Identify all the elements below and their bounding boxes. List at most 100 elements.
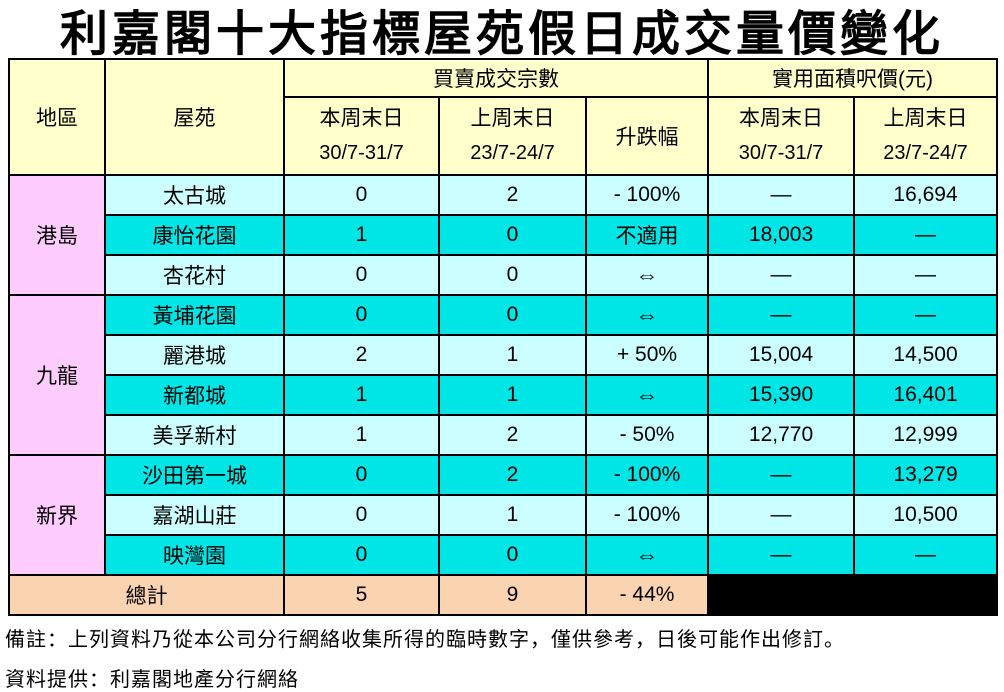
price-last-cell: 16,694 <box>853 174 999 216</box>
tx-last-cell: 0 <box>438 254 587 296</box>
total-row: 總計 5 9 - 44% <box>8 574 999 616</box>
tx-last-cell: 0 <box>438 214 587 256</box>
header-tx-this-week: 本周末日 30/7-31/7 <box>283 96 440 176</box>
estate-cell: 太古城 <box>104 174 285 216</box>
estate-cell: 杏花村 <box>104 254 285 296</box>
price-last-cell: — <box>853 294 999 336</box>
tx-last-cell: 2 <box>438 174 587 216</box>
tx-this-cell: 0 <box>283 174 440 216</box>
price-last-cell: 10,500 <box>853 494 999 536</box>
header-price-this-week-label: 本周末日 <box>739 107 824 131</box>
total-label-cell: 總計 <box>8 574 285 616</box>
header-tx-last-week-dates: 23/7-24/7 <box>470 141 555 164</box>
price-this-cell: 12,770 <box>707 414 856 456</box>
header-tx-group: 買賣成交宗數 <box>282 58 710 98</box>
table-row: 映灣園 0 0 ⇔ — — <box>9 534 999 576</box>
price-this-cell: — <box>707 534 856 576</box>
tx-this-cell: 1 <box>283 374 440 416</box>
price-this-cell: 15,004 <box>707 334 856 376</box>
price-this-cell: — <box>707 294 856 336</box>
change-cell: - 100% <box>584 454 710 496</box>
header-tx-last-week: 上周末日 23/7-24/7 <box>438 96 587 176</box>
change-cell: - 50% <box>584 414 710 456</box>
change-cell: + 50% <box>584 334 710 376</box>
header-row-sub: 本周末日 30/7-31/7 上周末日 23/7-24/7 升跌幅 本周末日 3… <box>9 96 999 176</box>
tx-last-cell: 0 <box>438 294 587 336</box>
tx-this-cell: 0 <box>283 254 440 296</box>
header-estate: 屋苑 <box>104 58 285 176</box>
estate-cell: 黃埔花園 <box>104 294 285 336</box>
table-row: 新都城 1 1 ⇔ 15,390 16,401 <box>9 374 999 416</box>
price-last-cell: 14,500 <box>853 334 999 376</box>
price-last-cell: 13,279 <box>853 454 999 496</box>
total-tx-this-cell: 5 <box>283 574 440 616</box>
price-this-cell: 18,003 <box>707 214 856 256</box>
footer-notes: 備註：上列資料乃從本公司分行網絡收集所得的臨時數字，僅供參考，日後可能作出修訂。… <box>5 623 1004 692</box>
district-cell: 九龍 <box>8 294 106 456</box>
header-price-last-week-dates: 23/7-24/7 <box>883 141 968 164</box>
tx-this-cell: 0 <box>283 494 440 536</box>
price-this-cell: — <box>707 174 856 216</box>
blackout-cell-price-last <box>853 574 999 616</box>
estate-cell: 康怡花園 <box>104 214 285 256</box>
change-cell: ⇔ <box>584 374 710 416</box>
tx-last-cell: 2 <box>438 414 587 456</box>
header-tx-this-week-dates: 30/7-31/7 <box>319 141 404 164</box>
table-row: 麗港城 2 1 + 50% 15,004 14,500 <box>9 334 999 376</box>
price-last-cell: 12,999 <box>853 414 999 456</box>
header-price-last-week: 上周末日 23/7-24/7 <box>853 96 999 176</box>
estates-table: 地區 屋苑 買賣成交宗數 實用面積呎價(元) 本周末日 30/7-31/7 上周… <box>8 58 999 616</box>
header-district: 地區 <box>8 58 106 176</box>
district-cell: 新界 <box>8 454 106 576</box>
tx-this-cell: 0 <box>283 534 440 576</box>
tx-this-cell: 2 <box>283 334 440 376</box>
header-price-this-week-dates: 30/7-31/7 <box>738 141 824 164</box>
price-this-cell: 15,390 <box>707 374 856 416</box>
tx-last-cell: 1 <box>438 374 587 416</box>
blackout-cell-price-this <box>707 574 856 616</box>
header-price-last-week-label: 上周末日 <box>883 107 968 131</box>
price-this-cell: — <box>707 254 856 296</box>
estate-cell: 嘉湖山莊 <box>104 494 285 536</box>
change-cell: ⇔ <box>584 294 710 336</box>
table-row: 杏花村 0 0 ⇔ — — <box>9 254 999 296</box>
estate-cell: 麗港城 <box>104 334 285 376</box>
header-price-group: 實用面積呎價(元) <box>707 58 999 98</box>
price-last-cell: 16,401 <box>853 374 999 416</box>
table-row: 嘉湖山莊 0 1- 100% —10,500 <box>9 494 999 536</box>
price-last-cell: — <box>853 254 999 296</box>
page-title: 利嘉閣十大指標屋苑假日成交量價變化 <box>59 8 944 61</box>
tx-last-cell: 1 <box>438 334 587 376</box>
price-this-cell: — <box>707 454 856 496</box>
estate-cell: 映灣園 <box>104 534 285 576</box>
table-row: 新界 沙田第一城 0 2- 100% —13,279 <box>8 454 999 576</box>
header-price-this-week: 本周末日 30/7-31/7 <box>707 96 856 176</box>
tx-last-cell: 1 <box>438 494 587 536</box>
table-row: 美孚新村 1 2- 50% 12,770 12,999 <box>9 414 999 456</box>
change-cell: ⇔ <box>584 254 710 296</box>
total-tx-last-cell: 9 <box>438 574 587 616</box>
header-row-groups: 地區 屋苑 買賣成交宗數 實用面積呎價(元) <box>8 58 999 176</box>
district-cell: 港島 <box>8 174 106 296</box>
tx-this-cell: 1 <box>283 214 440 256</box>
table-row: 港島 太古城 0 2- 100% —16,694 <box>8 174 999 296</box>
header-tx-last-week-label: 上周末日 <box>470 107 555 131</box>
estate-cell: 新都城 <box>104 374 285 416</box>
estate-cell: 沙田第一城 <box>104 454 285 496</box>
header-change: 升跌幅 <box>584 96 710 176</box>
table-body: 港島 太古城 0 2- 100% —16,694 康怡花園 1 0 不適用 18,003— 杏花村 0… <box>8 174 999 576</box>
tx-this-cell: 1 <box>283 414 440 456</box>
header-tx-this-week-label: 本周末日 <box>319 107 404 131</box>
change-cell: ⇔ <box>584 534 710 576</box>
tx-last-cell: 0 <box>438 534 587 576</box>
source-note: 資料提供：利嘉閣地產分行網絡 <box>5 669 299 691</box>
price-last-cell: — <box>853 534 999 576</box>
total-change-cell: - 44% <box>584 574 710 616</box>
change-cell: - 100% <box>584 174 710 216</box>
price-last-cell: — <box>853 214 999 256</box>
table-row: 九龍 黃埔花園 0 0 ⇔ — — <box>8 294 999 456</box>
table-row: 康怡花園 1 0 不適用 18,003— <box>9 214 999 256</box>
change-cell: 不適用 <box>584 214 710 256</box>
remark-note: 備註：上列資料乃從本公司分行網絡收集所得的臨時數字，僅供參考，日後可能作出修訂。 <box>5 629 845 651</box>
tx-this-cell: 0 <box>283 294 440 336</box>
